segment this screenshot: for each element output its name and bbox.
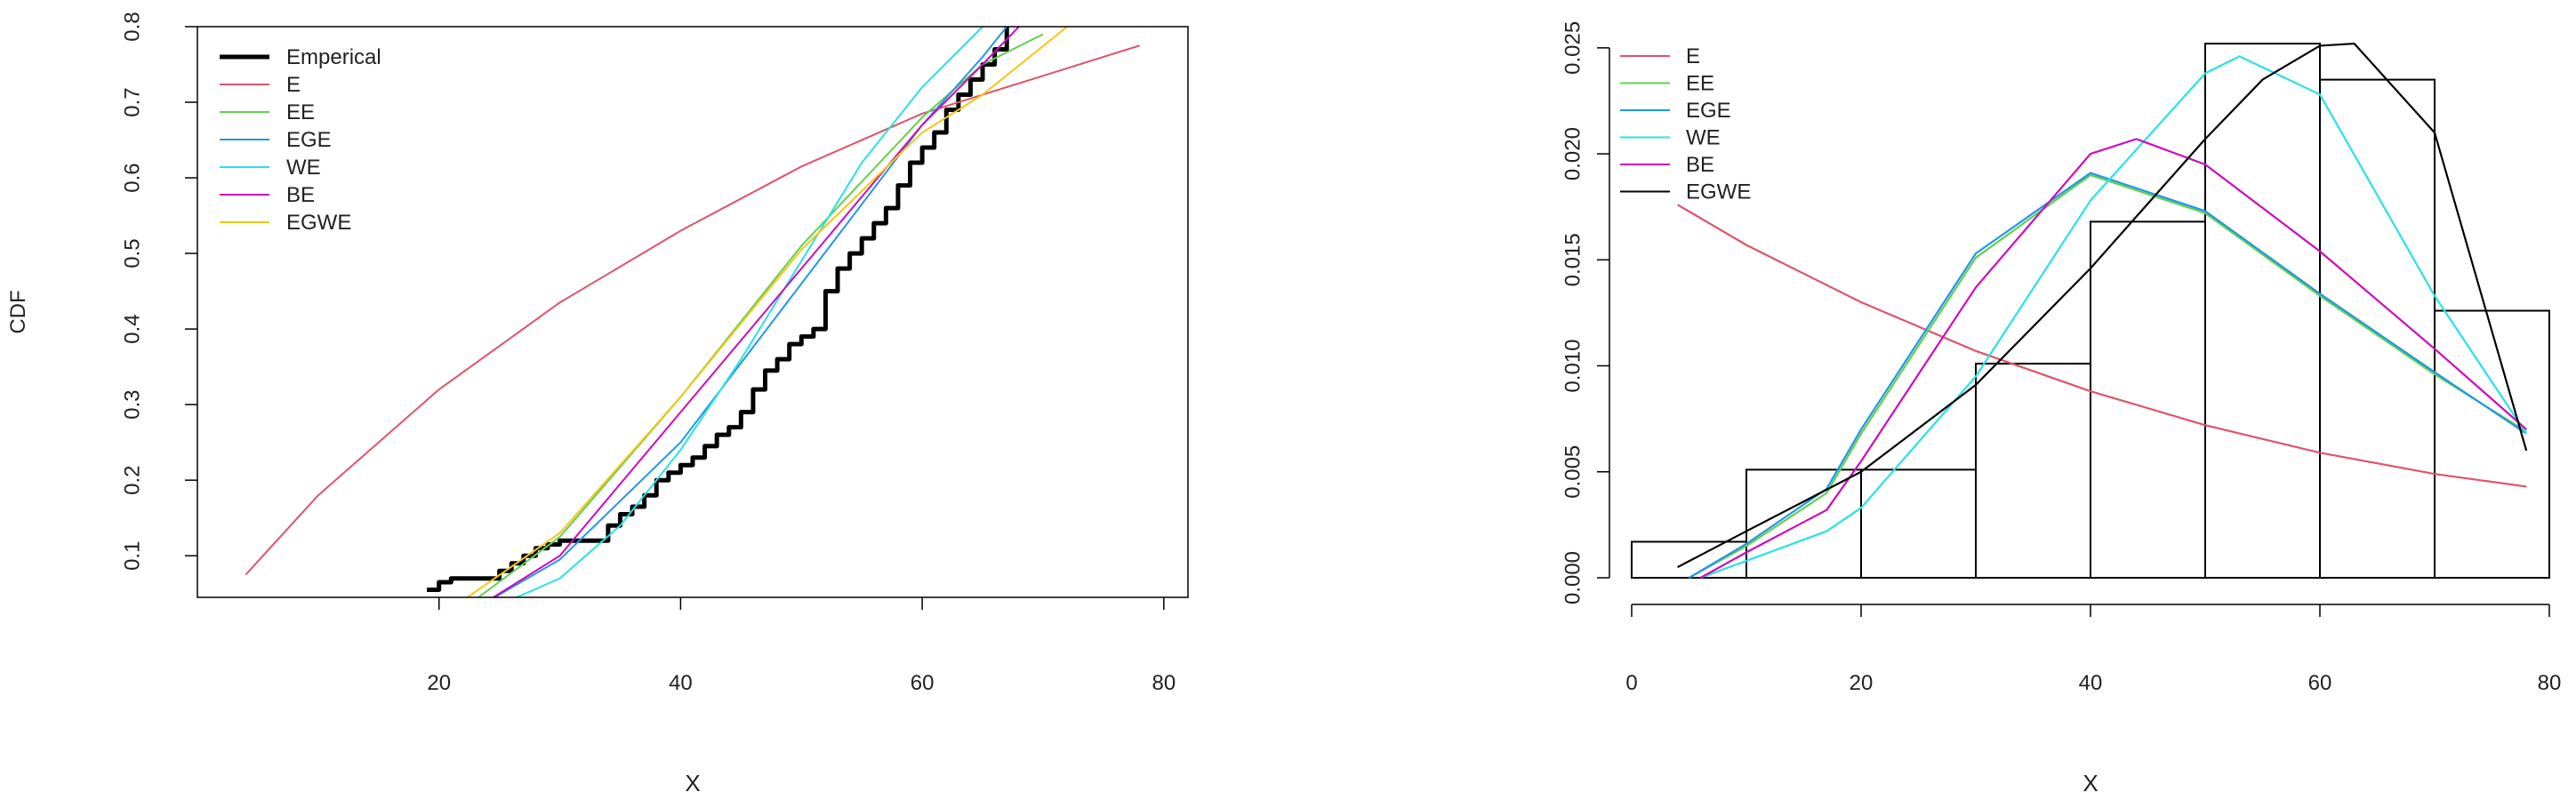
legend-label: EGE bbox=[1686, 99, 1731, 123]
histogram-bar bbox=[2319, 78, 2436, 580]
series-line-be bbox=[1699, 138, 2527, 579]
x-tick-label: 40 bbox=[2079, 671, 2103, 695]
series-line-ege bbox=[493, 27, 1008, 597]
y-tick-label: 0.3 bbox=[120, 389, 144, 419]
series-line-be bbox=[491, 27, 1020, 597]
x-tick-label: 60 bbox=[2308, 671, 2332, 695]
y-tick-label: 0.5 bbox=[120, 238, 144, 268]
y-tick-label: 0.2 bbox=[120, 466, 144, 495]
y-tick-label: 0.020 bbox=[1561, 127, 1585, 180]
histogram-bar bbox=[1975, 363, 2091, 579]
legend-label: EGWE bbox=[286, 211, 351, 235]
y-tick-label: 0.025 bbox=[1561, 21, 1585, 75]
y-tick-label: 0.8 bbox=[120, 12, 144, 41]
histogram-bar bbox=[2090, 220, 2206, 579]
series-line-egwe bbox=[1677, 42, 2528, 569]
y-tick-label: 0.7 bbox=[120, 87, 144, 116]
legend-label: BE bbox=[1686, 153, 1714, 177]
y-axis-title: CDF bbox=[6, 290, 30, 333]
series-line-egwe bbox=[465, 27, 1068, 597]
histogram-bar bbox=[1631, 540, 1747, 580]
legend-label: EGWE bbox=[1686, 180, 1751, 204]
legend-label: EE bbox=[286, 100, 315, 124]
series-line-ee bbox=[1688, 173, 2527, 579]
legend-label: WE bbox=[1686, 126, 1721, 150]
legend-label: E bbox=[286, 73, 301, 97]
y-tick-label: 0.010 bbox=[1561, 340, 1585, 393]
series-line-emperical bbox=[427, 27, 1009, 592]
cdf-plot: 20 40 60 80 0.1 0.2 0.3 0.4 0.5 0.6 0.7 0.8 X CDF Empe… bbox=[6, 12, 1189, 796]
density-plot: 0 20 40 60 80 0.000 0.005 0.010 0.015 0.020 0.025 X… bbox=[1561, 21, 2561, 796]
legend-label: Emperical bbox=[286, 45, 381, 69]
histogram-bar bbox=[2434, 309, 2550, 579]
x-tick-label: 20 bbox=[427, 671, 451, 695]
series-line-e bbox=[245, 44, 1140, 576]
y-tick-label: 0.6 bbox=[120, 163, 144, 192]
y-tick-label: 0.015 bbox=[1561, 233, 1585, 286]
x-axis-title: X bbox=[2082, 770, 2098, 796]
series-line-e bbox=[1677, 204, 2527, 488]
legend-label: E bbox=[1686, 44, 1700, 68]
x-tick-label: 40 bbox=[669, 671, 693, 695]
histogram-bars bbox=[1631, 43, 2550, 580]
series-line-we bbox=[1700, 55, 2528, 580]
y-tick-label: 0.4 bbox=[120, 314, 144, 343]
x-tick-label: 20 bbox=[1850, 671, 1874, 695]
plot-frame bbox=[197, 26, 1189, 598]
x-tick-label: 80 bbox=[1152, 671, 1176, 695]
legend-label: BE bbox=[286, 183, 315, 207]
series-group bbox=[1677, 42, 2528, 580]
y-tick-label: 0.005 bbox=[1561, 445, 1585, 499]
legend-label: EGE bbox=[286, 128, 332, 152]
series-line-ege bbox=[1688, 172, 2527, 579]
series-line-ee bbox=[477, 33, 1044, 597]
y-tick-label: 0.1 bbox=[120, 541, 144, 571]
histogram-bar bbox=[2204, 43, 2321, 580]
x-tick-label: 80 bbox=[2538, 671, 2562, 695]
series-group bbox=[245, 27, 1140, 597]
histogram-bar bbox=[1860, 468, 1977, 580]
legend-label: EE bbox=[1686, 72, 1714, 96]
legend-label: WE bbox=[286, 156, 321, 180]
y-tick-label: 0.000 bbox=[1561, 551, 1585, 604]
x-tick-label: 0 bbox=[1625, 671, 1637, 695]
x-axis-title: X bbox=[685, 770, 700, 796]
series-line-we bbox=[514, 27, 983, 597]
x-tick-label: 60 bbox=[911, 671, 935, 695]
